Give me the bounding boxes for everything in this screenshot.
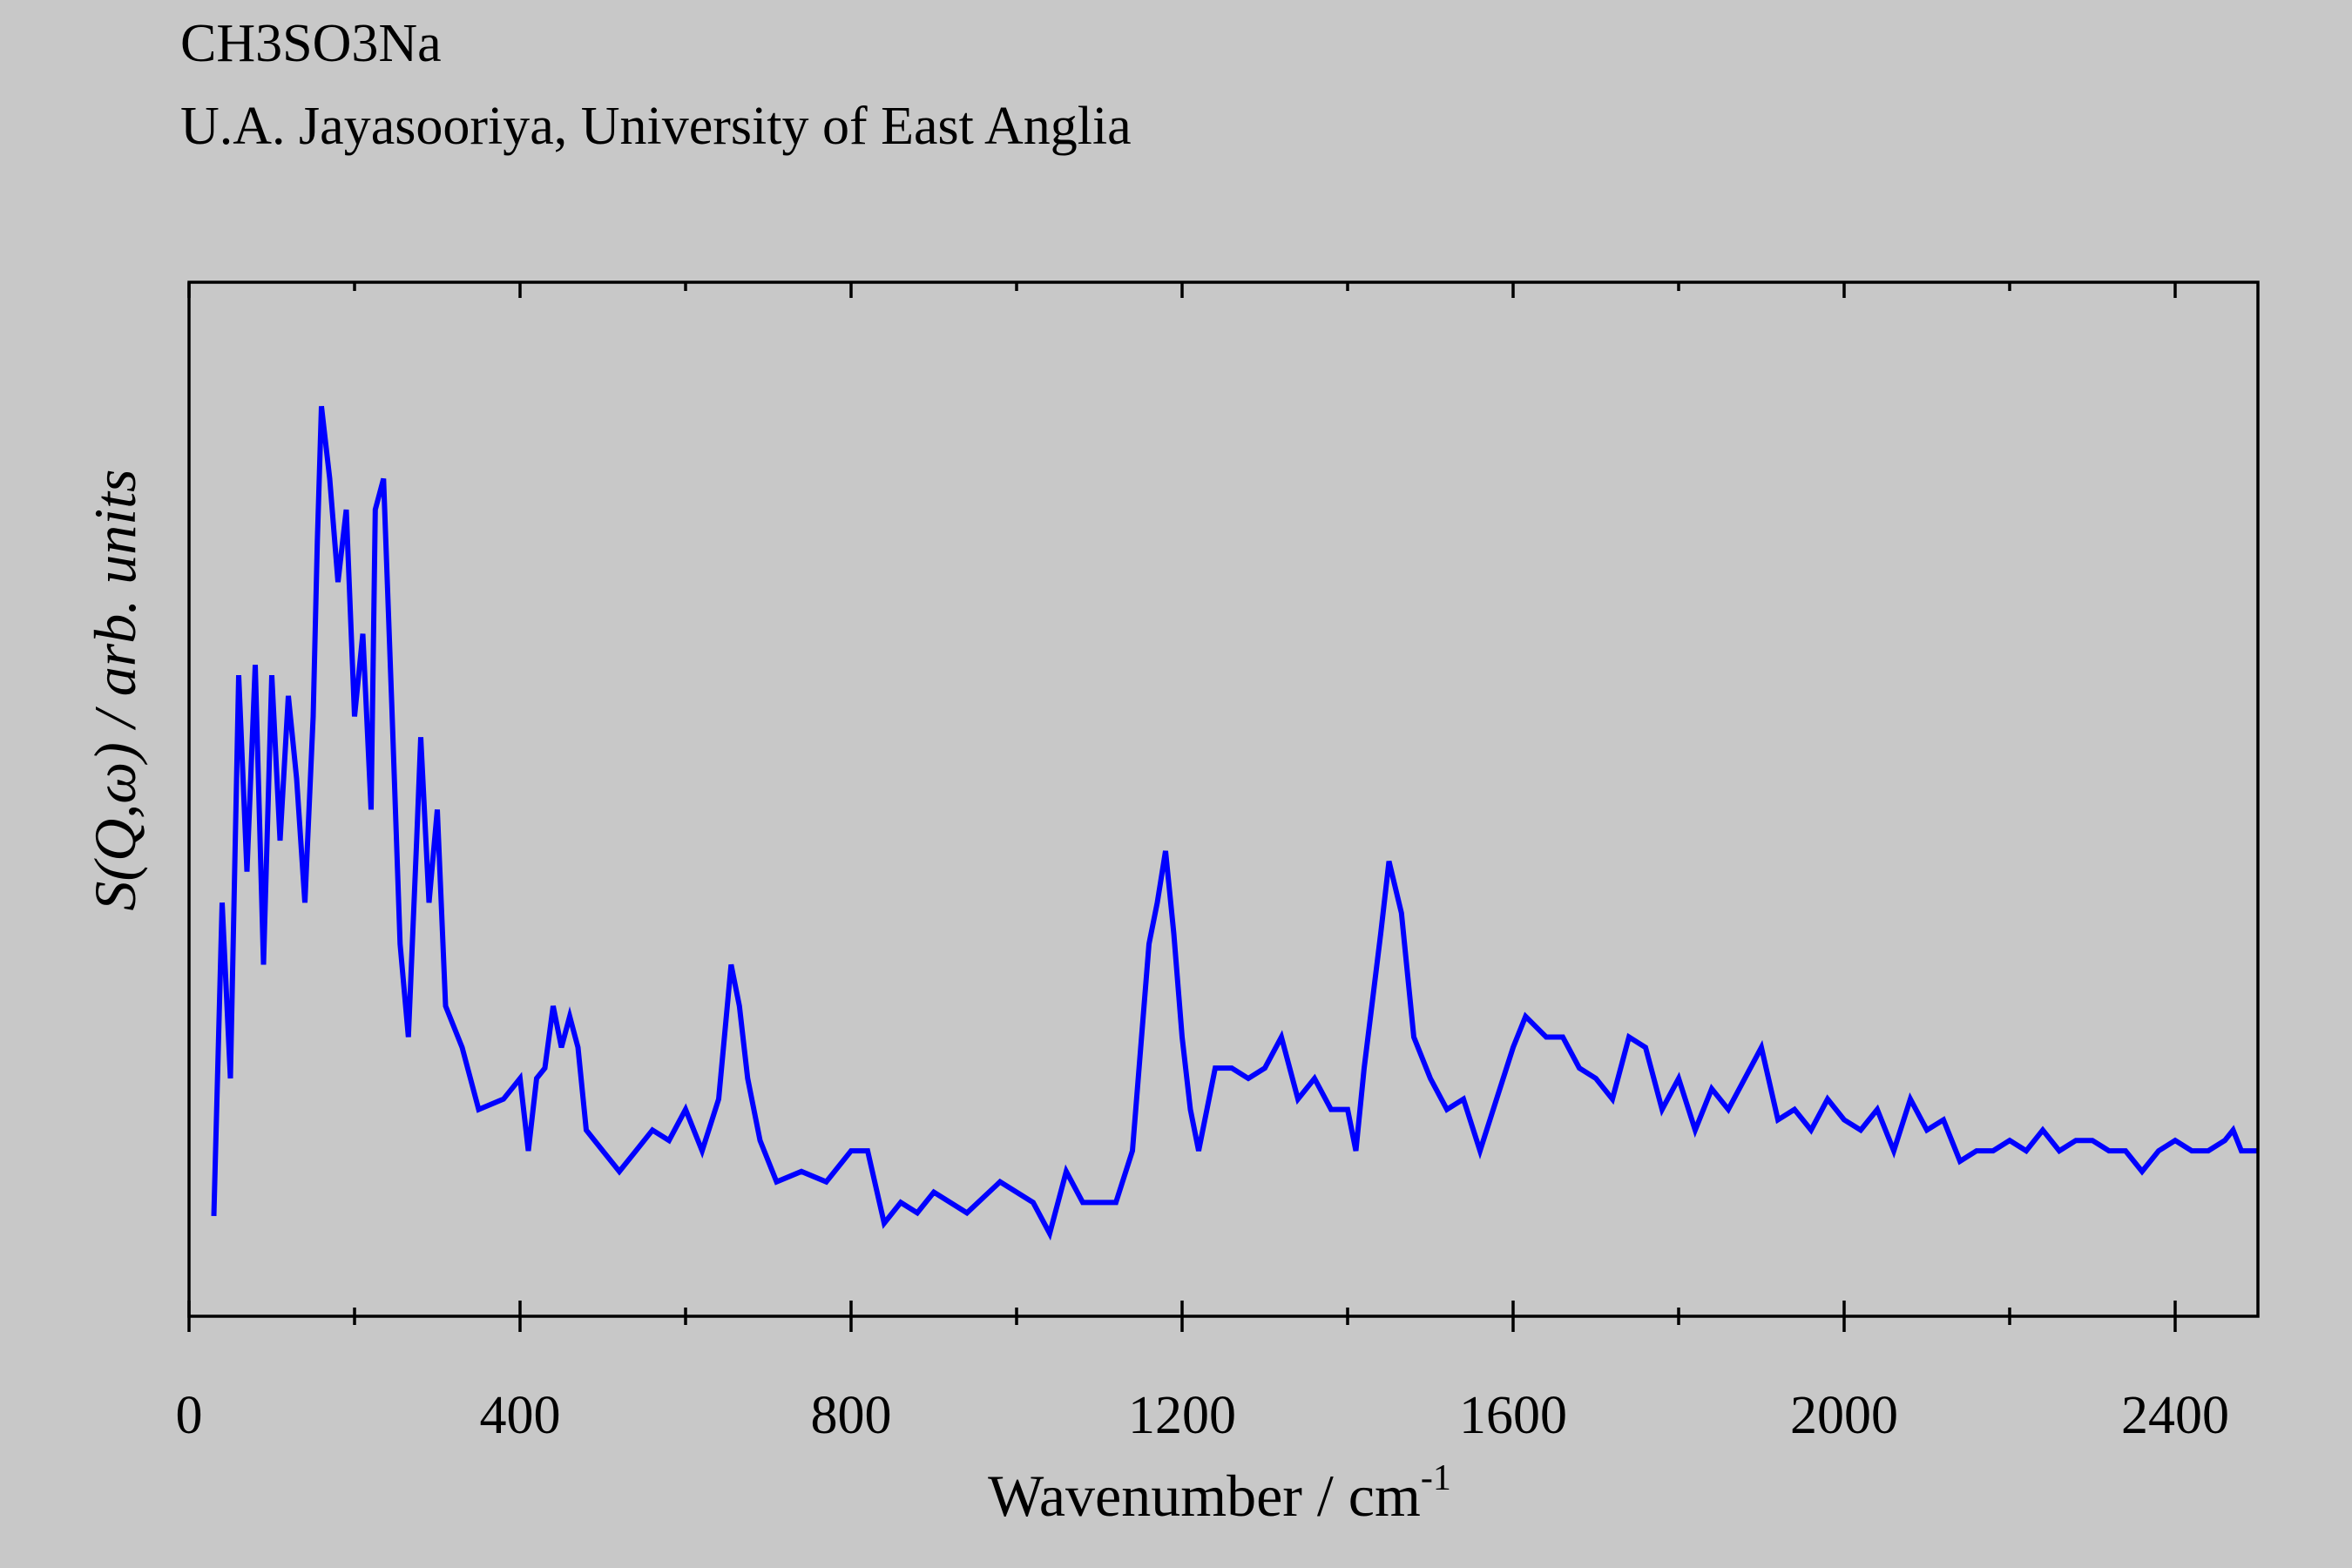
x-axis-label: Wavenumber / cm-1 [988,1458,1451,1529]
chart-subtitle: U.A. Jayasooriya, University of East Ang… [180,97,1132,156]
x-axis-label-sup: -1 [1421,1458,1451,1498]
y-axis-label: S(Q,ω) / arb. units [82,469,148,910]
plot-frame [187,280,2260,1318]
x-tick-label: 800 [811,1386,892,1445]
x-tick-label: 1200 [1128,1386,1236,1445]
x-tick-label: 2400 [2121,1386,2229,1445]
data-line [211,406,2258,1241]
x-tick-label: 2000 [1790,1386,1898,1445]
x-tick-label: 1600 [1459,1386,1567,1445]
x-tick-label: 0 [176,1386,203,1445]
x-axis-label-text: Wavenumber / cm [988,1463,1421,1529]
chart-title: CH3SO3Na [180,14,442,73]
x-tick-label: 400 [480,1386,561,1445]
